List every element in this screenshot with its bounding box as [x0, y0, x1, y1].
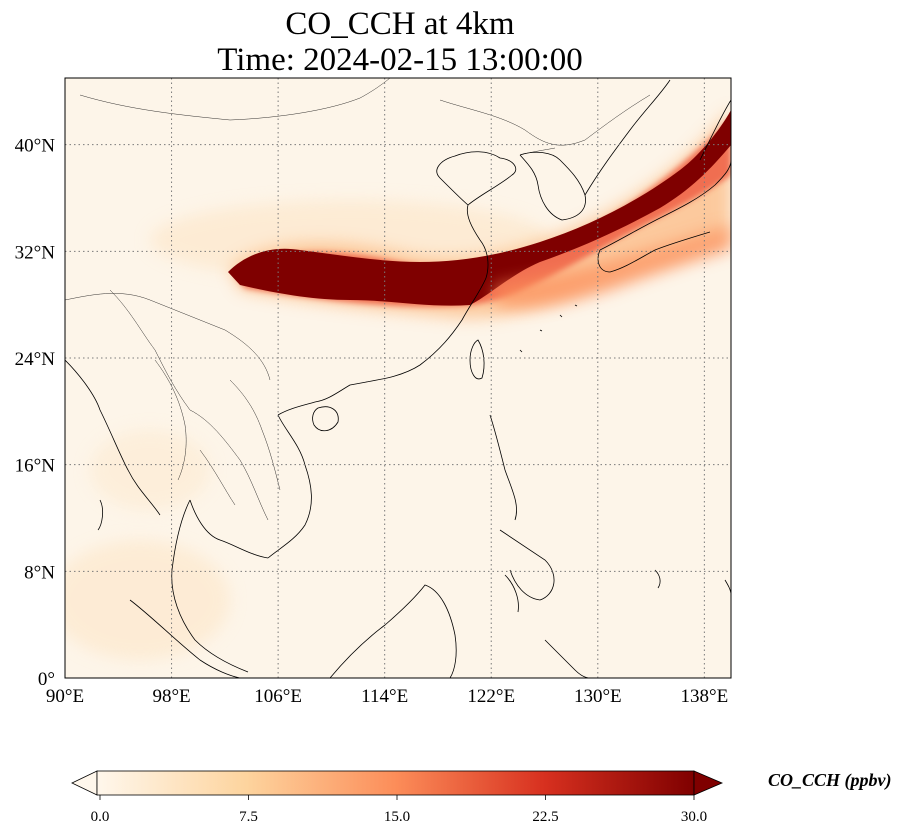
colorbar: 0.0 7.5 15.0 22.5 30.0 [71, 770, 724, 825]
map-time-subtitle: Time: 2024-02-15 13:00:00 [217, 42, 583, 78]
map-title: CO_CCH at 4km [285, 6, 515, 42]
longitude-tick-label: 122°E [467, 686, 515, 707]
longitude-tick-labels: 90°E 98°E 106°E 114°E 122°E 130°E 138°E [46, 686, 728, 707]
latitude-tick-label: 16°N [15, 456, 56, 477]
latitude-tick-label: 0° [38, 669, 55, 690]
longitude-tick-label: 114°E [361, 686, 408, 707]
latitude-tick-label: 32°N [15, 242, 56, 263]
longitude-tick-label: 106°E [254, 686, 302, 707]
longitude-tick-label: 138°E [681, 686, 729, 707]
colorbar-tick-label: 22.5 [532, 809, 558, 825]
map-frame [64, 77, 732, 679]
latitude-tick-label: 40°N [15, 136, 56, 157]
colorbar-ticks: 0.0 7.5 15.0 22.5 30.0 [91, 795, 707, 825]
gridlines [65, 78, 731, 678]
colorbar-gradient [96, 770, 695, 796]
colorbar-tick-label: 0.0 [91, 809, 110, 825]
longitude-tick-label: 98°E [152, 686, 190, 707]
colorbar-label: CO_CCH (ppbv) [768, 770, 892, 790]
latitude-tick-labels: 0° 8°N 16°N 24°N 32°N 40°N [15, 136, 56, 690]
latitude-tick-label: 8°N [24, 562, 55, 583]
colorbar-tick-label: 7.5 [239, 809, 258, 825]
colorbar-tick-label: 30.0 [681, 809, 707, 825]
latitude-tick-label: 24°N [15, 349, 56, 370]
co-concentration-field [65, 108, 731, 660]
colorbar-min-extend-arrow [71, 770, 98, 796]
longitude-tick-label: 90°E [46, 686, 84, 707]
colorbar-max-extend-arrow [693, 770, 724, 796]
colorbar-tick-label: 15.0 [384, 809, 410, 825]
country-borders [65, 78, 651, 521]
longitude-tick-label: 130°E [574, 686, 622, 707]
